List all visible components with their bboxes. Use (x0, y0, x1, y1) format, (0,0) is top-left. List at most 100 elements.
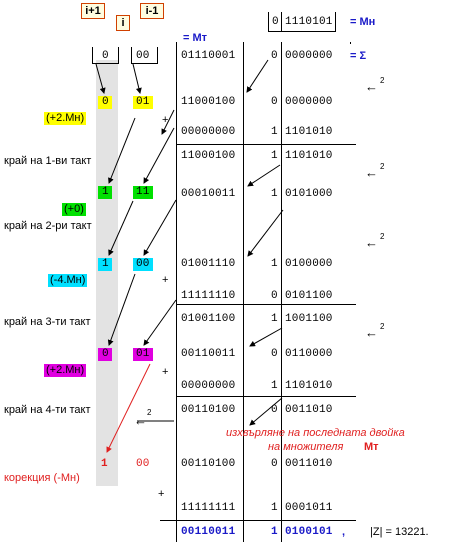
table-row-bit: 0 (271, 458, 278, 470)
table-row-bit: 0 (271, 404, 278, 416)
flow-arrow (107, 273, 136, 346)
sum-divider-1 (176, 144, 356, 145)
shift-arrow: ← (365, 79, 378, 94)
plus-sign: + (162, 366, 169, 378)
table-row: 11111110 (181, 290, 236, 302)
flow-arrow (247, 209, 284, 257)
sum-divider-2 (176, 304, 356, 305)
bracket-line (92, 63, 119, 64)
correction-bit: 1 (101, 458, 108, 470)
table-row-right: 1101010 (285, 380, 333, 392)
table-row: 01001100 (181, 313, 236, 325)
note-mt: Мт (364, 441, 379, 453)
table-tick (350, 42, 351, 44)
highlight-yellow (133, 96, 153, 109)
mn-sign-bit: 0 (272, 16, 279, 28)
bracket-line (131, 63, 158, 64)
step2-note: (+0) (62, 203, 86, 216)
result-left: 00110011 (181, 526, 236, 538)
table-row-right: 0011010 (285, 404, 333, 416)
table-row: 00010011 (181, 188, 236, 200)
table-row-bit: 0 (271, 96, 278, 108)
shift-arrow: ← (365, 325, 378, 340)
label-i-minus-1: i-1 (140, 3, 164, 19)
tact-label-3: край на 3-ти такт (4, 316, 91, 328)
highlight-cyan (133, 258, 153, 271)
tact-label-1: край на 1-ви такт (4, 155, 92, 167)
note-line-2: на множителя (268, 441, 344, 453)
sigma-bit: 0 (271, 50, 278, 62)
tact-label-4: край на 4-ти такт (4, 404, 91, 416)
plus-sign: + (158, 488, 165, 500)
shift-amount: 2 (380, 162, 385, 171)
step2-bits: 11 (136, 186, 150, 198)
step4-note: (+2.Мн) (44, 364, 87, 377)
table-row: 00110011 (181, 348, 236, 360)
step1-bit-i-plus-1: 0 (102, 96, 109, 108)
flow-arrow (247, 164, 281, 187)
shift-amount: 2 (147, 408, 152, 417)
shift-amount: 2 (380, 322, 385, 331)
highlight-cyan (98, 258, 112, 271)
correction-bits: 00 (136, 458, 150, 470)
table-row-right: 1101010 (285, 126, 333, 138)
table-row-right: 0101100 (285, 290, 333, 302)
mn-bracket-bottom (268, 31, 336, 32)
table-row-right: 0110000 (285, 348, 333, 360)
table-row-right: 1001100 (285, 313, 333, 325)
highlight-yellow (98, 96, 112, 109)
table-row-bit: 0 (271, 290, 278, 302)
table-row-right: 0001011 (285, 502, 333, 514)
result-comma: , (342, 526, 346, 538)
sigma-label: = Σ (350, 50, 367, 62)
table-row: 11111111 (181, 502, 236, 514)
mt-label: = Мт (183, 32, 208, 44)
flow-arrow (249, 327, 283, 347)
mn-bracket-sep (281, 12, 282, 32)
result-bit: 1 (271, 526, 278, 538)
label-i-plus-1: i+1 (81, 3, 105, 19)
table-row: 00000000 (181, 380, 236, 392)
table-row: 01001110 (181, 258, 236, 270)
plus-sign: + (162, 114, 169, 126)
sigma-left: 01110001 (181, 50, 236, 62)
highlight-magenta (98, 348, 112, 361)
plus-sign: + (162, 274, 169, 286)
table-row-bit: 1 (271, 502, 278, 514)
multiplier-column-background (96, 60, 118, 486)
note-line-1: изхвърляне на последната двойка (226, 427, 405, 439)
table-row-bit: 1 (271, 126, 278, 138)
sigma-right: 0000000 (285, 50, 333, 62)
table-row-bit: 1 (271, 188, 278, 200)
label-i: i (116, 15, 130, 31)
flow-arrow (246, 59, 269, 93)
mn-bracket-right (335, 12, 336, 32)
top-bit-i-plus-1: 0 (102, 50, 109, 62)
table-row-bit: 0 (271, 348, 278, 360)
shift-arrow: ← (365, 165, 378, 180)
table-row: 00110100 (181, 404, 236, 416)
correction-label: корекция (-Мн) (4, 472, 80, 484)
sum-divider-3 (176, 396, 356, 397)
table-row-right: 0100000 (285, 258, 333, 270)
table-line-left (176, 42, 177, 542)
step3-bits: 00 (136, 258, 150, 270)
table-row-bit: 1 (271, 313, 278, 325)
table-row-bit: 1 (271, 380, 278, 392)
flow-arrow (143, 299, 177, 346)
table-row: 11000100 (181, 96, 236, 108)
table-row: 00110100 (181, 458, 236, 470)
flow-arrow (108, 200, 134, 256)
bracket-line (157, 47, 158, 64)
mn-bracket-left (268, 12, 269, 32)
table-row-right: 0011010 (285, 458, 333, 470)
top-bits-pair: 00 (136, 50, 150, 62)
bracket-line (131, 47, 132, 64)
step4-bit-i-plus-1: 0 (102, 348, 109, 360)
shift-arrow: ← (365, 235, 378, 250)
table-row-right: 1101010 (285, 150, 333, 162)
flow-arrow (249, 397, 283, 426)
step1-note: (+2.Мн) (44, 112, 87, 125)
table-row: 00000000 (181, 126, 236, 138)
